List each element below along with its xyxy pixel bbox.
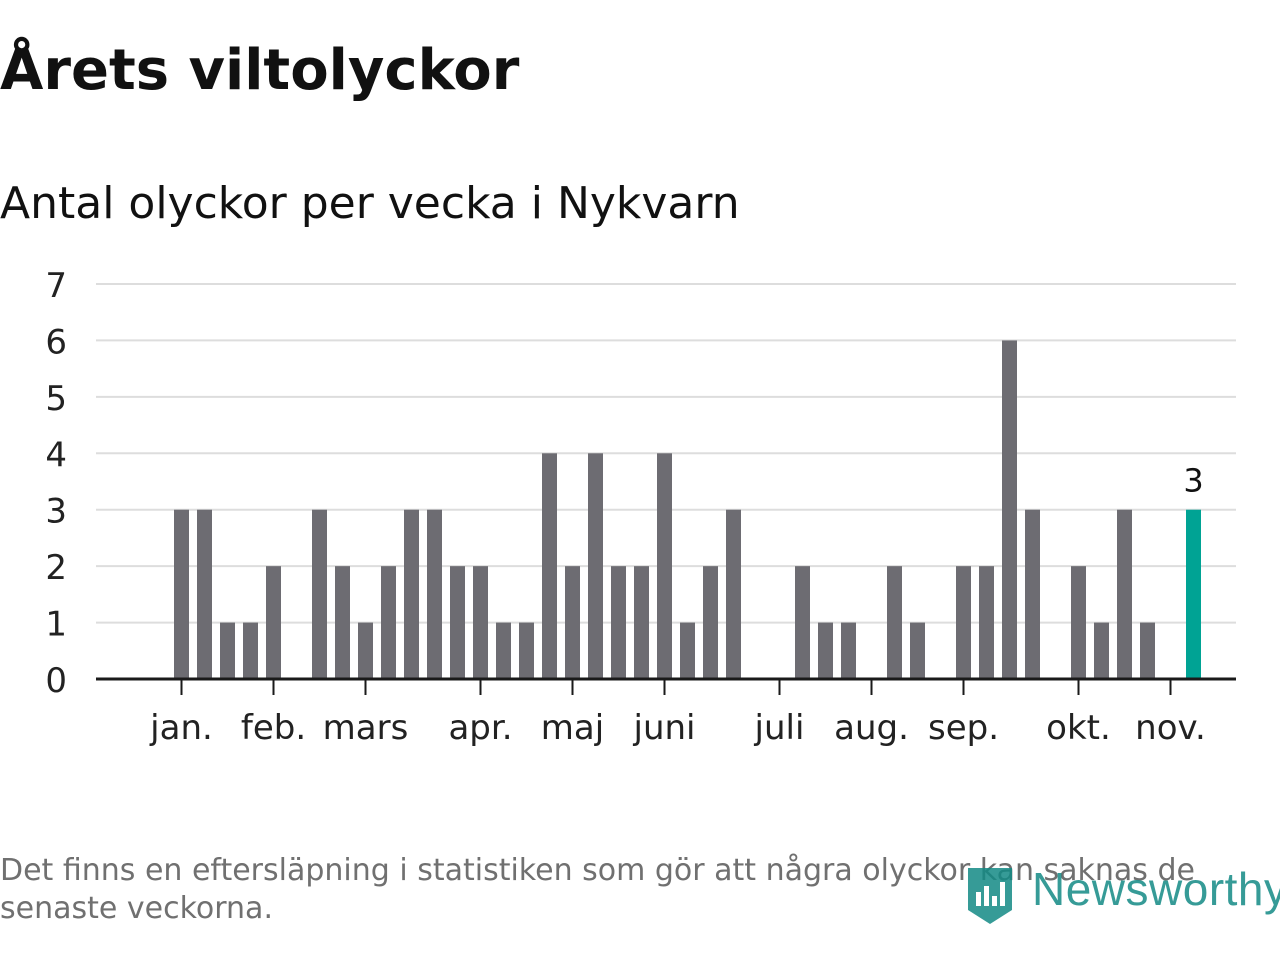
bar-week-12 — [381, 566, 396, 679]
month-label: okt. — [1046, 708, 1111, 748]
y-axis-ticks: 0 1 2 3 4 5 6 7 — [45, 266, 67, 701]
bar-week-31 — [818, 622, 833, 679]
bar-week-15 — [450, 566, 465, 679]
chart-title: Årets viltolyckor — [0, 38, 520, 103]
bar-week-21 — [588, 453, 603, 679]
bar-week-13 — [404, 509, 419, 679]
bars — [174, 340, 1201, 679]
bar-week-43 — [1094, 622, 1109, 679]
month-label: sep. — [928, 708, 999, 748]
bar-week-18 — [519, 622, 534, 679]
month-label: jan. — [149, 708, 213, 748]
y-tick-label: 2 — [45, 548, 67, 588]
y-tick-label: 7 — [45, 266, 67, 306]
bar-week-19 — [542, 453, 557, 679]
bar-chart: 0 1 2 3 4 5 6 7 jan. feb. mars apr. maj juni juli aug.… — [45, 266, 1236, 748]
bar-week-22 — [611, 566, 626, 679]
newsworthy-logo-icon — [968, 868, 1012, 924]
bar-week-9 — [312, 509, 327, 679]
month-labels: jan. feb. mars apr. maj juni juli aug. sep. okt. n… — [149, 708, 1206, 748]
month-label: nov. — [1135, 708, 1206, 748]
month-label: aug. — [834, 708, 909, 748]
bar-week-16 — [473, 566, 488, 679]
newsworthy-logo[interactable]: Newsworthy — [962, 860, 1280, 930]
y-tick-label: 3 — [45, 492, 67, 532]
bar-week-45 — [1140, 622, 1155, 679]
bar-week-17 — [496, 622, 511, 679]
bar-week-4 — [197, 509, 212, 679]
month-label: apr. — [448, 708, 512, 748]
bar-week-3 — [174, 509, 189, 679]
bar-week-11 — [358, 622, 373, 679]
bar-week-25 — [680, 622, 695, 679]
bar-week-34 — [887, 566, 902, 679]
bar-week-23 — [634, 566, 649, 679]
bar-week-6 — [243, 622, 258, 679]
bar-week-40 — [1025, 509, 1040, 679]
data-labels: 3 — [1183, 462, 1203, 500]
bar-week-26 — [703, 566, 718, 679]
month-label: mars — [323, 708, 409, 748]
bar-highlight-week-47 — [1186, 509, 1201, 679]
bar-week-42 — [1071, 566, 1086, 679]
y-tick-label: 4 — [45, 435, 67, 475]
bar-week-20 — [565, 566, 580, 679]
y-tick-label: 5 — [45, 379, 67, 419]
y-tick-label: 1 — [45, 605, 67, 645]
bar-week-44 — [1117, 509, 1132, 679]
bar-week-30 — [795, 566, 810, 679]
bar-week-32 — [841, 622, 856, 679]
bar-week-35 — [910, 622, 925, 679]
bar-week-39 — [1002, 340, 1017, 679]
highlight-value-label: 3 — [1183, 462, 1203, 500]
bar-week-5 — [220, 622, 235, 679]
bar-week-27 — [726, 509, 741, 679]
bar-week-37 — [956, 566, 971, 679]
newsworthy-logo-text: Newsworthy — [1032, 863, 1280, 915]
bar-week-38 — [979, 566, 994, 679]
x-axis — [96, 677, 1236, 695]
month-label: maj — [541, 708, 604, 748]
month-label: juli — [754, 708, 805, 748]
y-tick-label: 0 — [45, 661, 67, 701]
bar-week-7 — [266, 566, 281, 679]
chart-subtitle: Antal olyckor per vecka i Nykvarn — [0, 178, 740, 229]
y-tick-label: 6 — [45, 322, 67, 362]
bar-week-24 — [657, 453, 672, 679]
bar-week-14 — [427, 509, 442, 679]
month-label: feb. — [241, 708, 306, 748]
bar-week-10 — [335, 566, 350, 679]
month-label: juni — [633, 708, 696, 748]
